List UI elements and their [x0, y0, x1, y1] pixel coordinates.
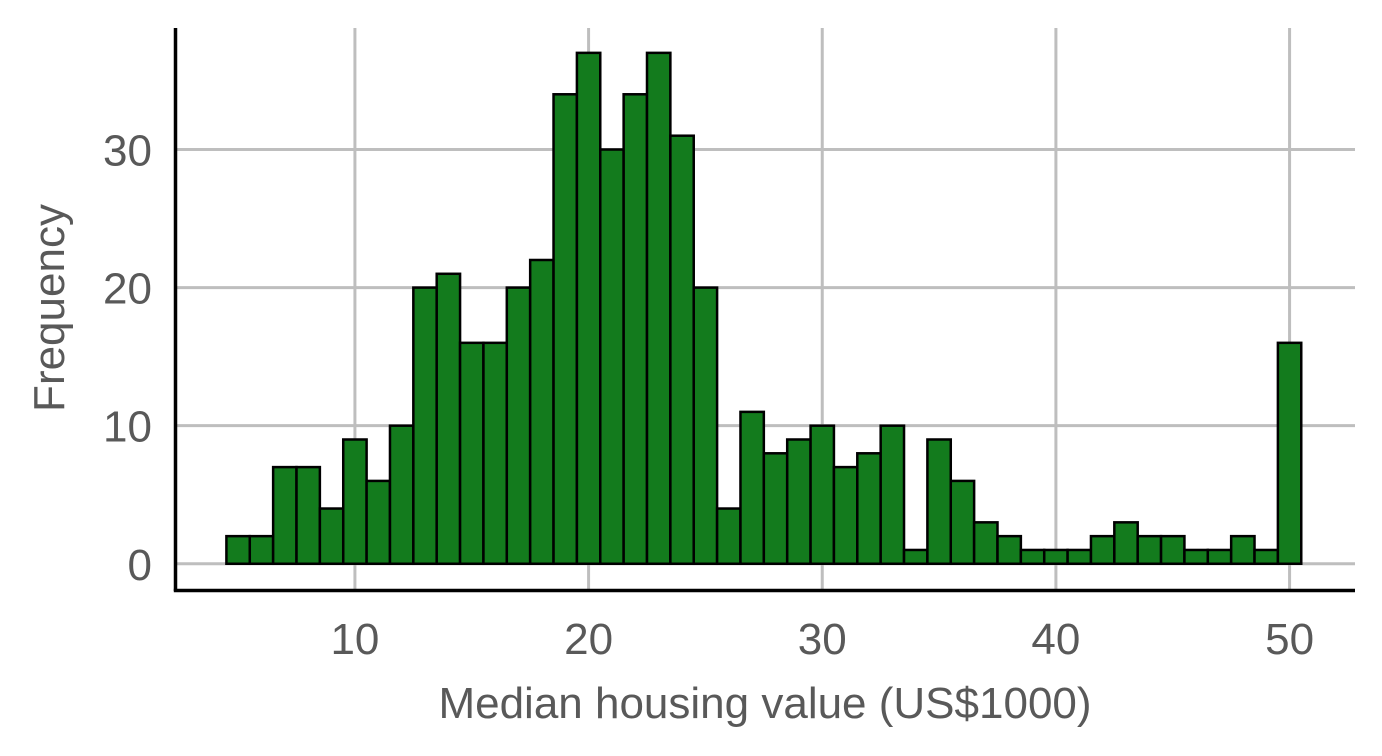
histogram-bar	[1206, 548, 1233, 566]
histogram-bar	[1019, 548, 1046, 566]
histogram-bar	[1159, 534, 1186, 566]
histogram-bar	[482, 341, 509, 566]
histogram-bar	[785, 438, 812, 566]
x-tick-label: 20	[564, 615, 613, 664]
histogram-bar	[271, 465, 298, 566]
x-tick-label: 30	[798, 615, 847, 664]
tick-labels: 10 20 30 40 50 0 10 20 30	[103, 127, 1314, 664]
histogram-bar	[575, 51, 602, 566]
y-tick-label: 30	[103, 127, 152, 176]
histogram-bar	[388, 424, 415, 566]
histogram-bar	[1113, 521, 1139, 566]
histogram-bar	[295, 465, 322, 566]
histogram-bar	[248, 534, 275, 566]
histogram-bar	[879, 424, 906, 566]
axes	[173, 28, 1355, 593]
histogram-bar	[856, 452, 882, 566]
histogram-bar	[926, 438, 953, 566]
histogram-bar	[435, 272, 462, 566]
histogram-bar	[225, 534, 252, 566]
histogram-bar	[715, 507, 742, 566]
histogram-bar	[832, 465, 859, 566]
histogram-bar	[552, 93, 579, 566]
histogram-bar	[902, 548, 929, 566]
histogram-bar	[1253, 548, 1280, 566]
histogram-bar	[645, 51, 672, 566]
y-tick-label: 10	[103, 403, 152, 452]
histogram-bar	[1136, 534, 1163, 566]
x-tick-label: 40	[1031, 615, 1080, 664]
histogram-bar	[972, 521, 999, 566]
y-axis-title: Frequency	[25, 204, 74, 412]
histogram-bar	[505, 286, 532, 566]
x-tick-label: 10	[330, 615, 379, 664]
histogram-bar	[1183, 548, 1210, 566]
histogram-bars	[225, 51, 1303, 566]
histogram-bar	[1066, 548, 1093, 566]
x-tick-label: 50	[1265, 615, 1314, 664]
histogram-bar	[1089, 534, 1116, 566]
histogram-bar	[341, 438, 368, 566]
histogram-bar	[996, 534, 1023, 566]
histogram-bar	[762, 452, 789, 566]
histogram-bar	[458, 341, 485, 566]
histogram-bar	[412, 286, 438, 566]
histogram-bar	[622, 93, 649, 566]
histogram-bar	[949, 479, 976, 566]
x-axis-title: Median housing value (US$1000)	[438, 679, 1091, 728]
histogram-bar	[318, 507, 345, 566]
histogram-bar	[599, 148, 625, 566]
y-tick-label: 0	[128, 541, 152, 590]
histogram-bar	[1276, 341, 1303, 566]
histogram-bar	[365, 479, 392, 566]
histogram-bar	[1229, 534, 1256, 566]
histogram-bar	[1042, 548, 1069, 566]
histogram-bar	[809, 424, 836, 566]
histogram-bar	[739, 410, 766, 566]
histogram-bar	[528, 258, 555, 566]
histogram-bar	[692, 286, 719, 566]
histogram-bar	[669, 134, 695, 566]
y-tick-label: 20	[103, 265, 152, 314]
